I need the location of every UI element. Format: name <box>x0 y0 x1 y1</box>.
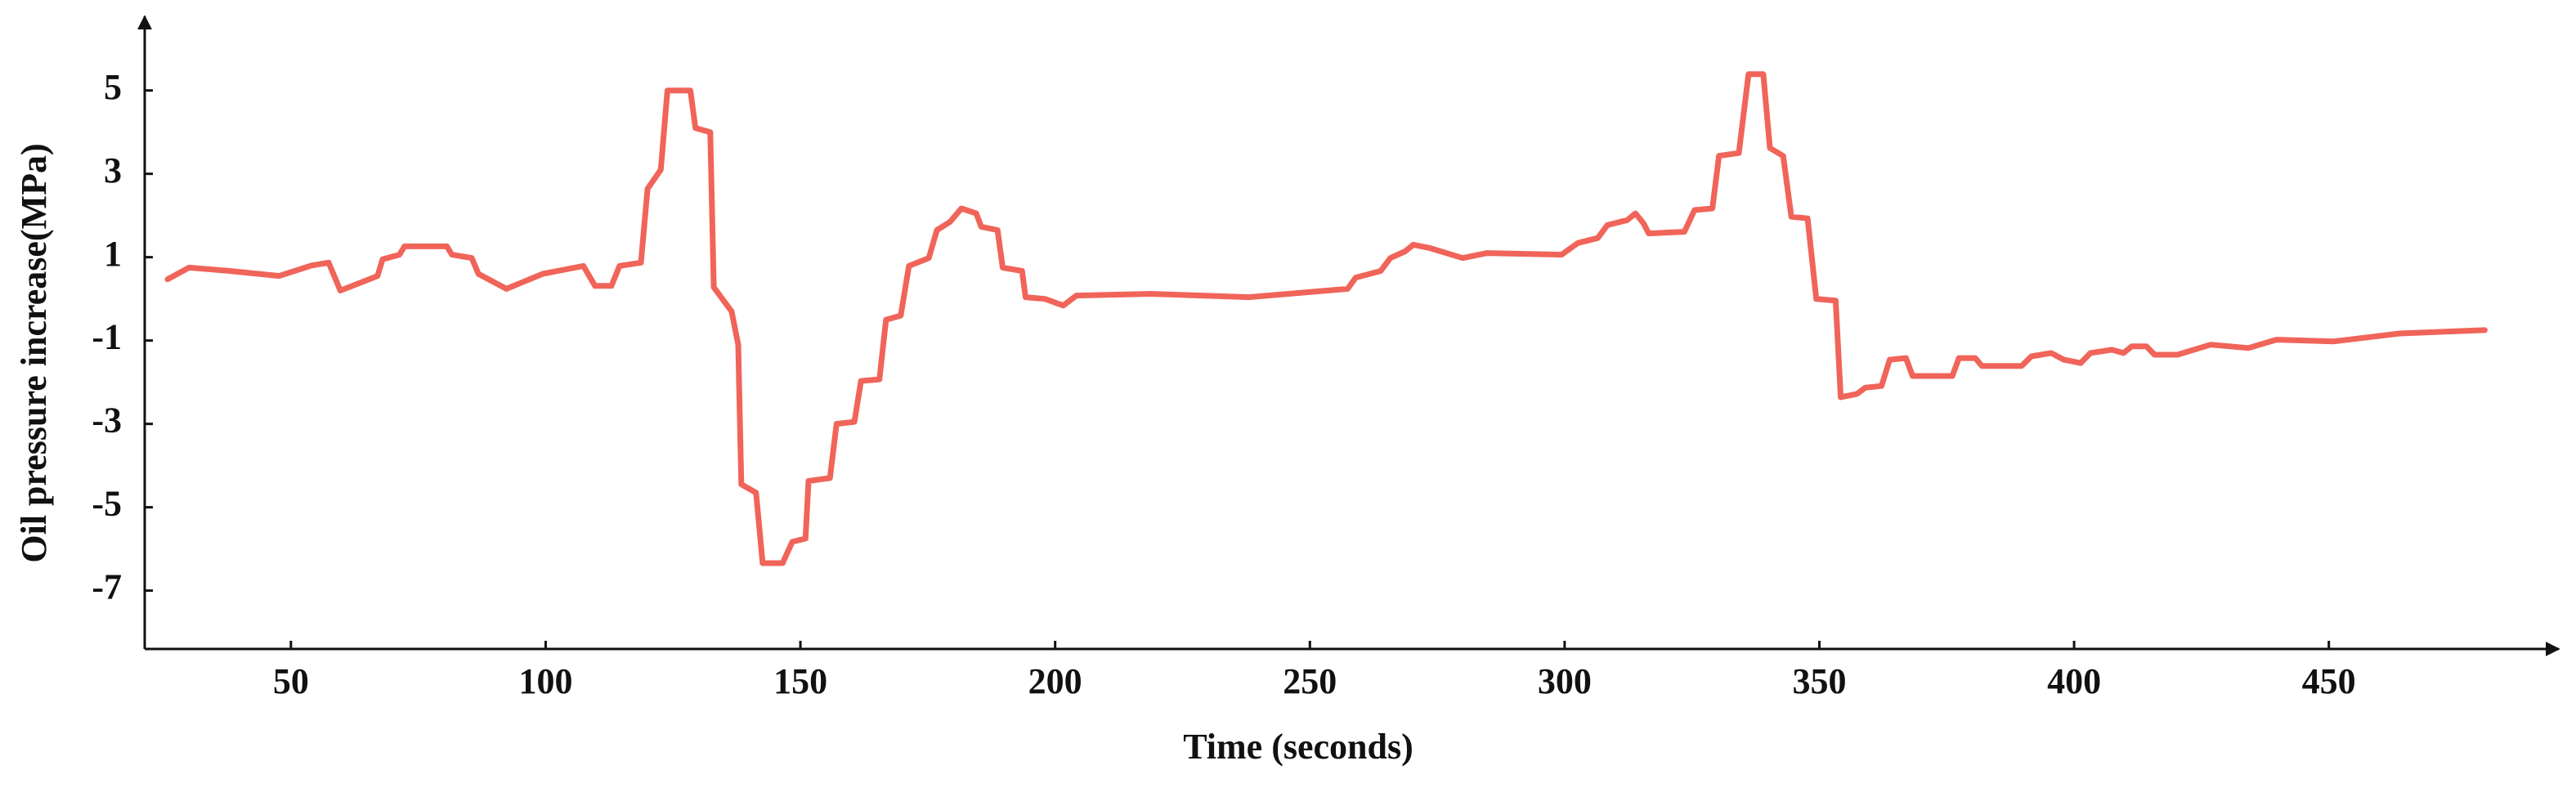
y-axis-title: Oil pressure increase(MPa) <box>14 143 54 562</box>
x-tick-label: 350 <box>1792 661 1846 701</box>
x-axis-title: Time (seconds) <box>1183 727 1413 767</box>
y-tick-label: -1 <box>92 317 122 357</box>
data-line <box>164 71 2488 566</box>
x-tick-label: 150 <box>773 661 827 701</box>
y-tick-label: -5 <box>92 484 122 524</box>
y-tick-label: 3 <box>104 150 122 190</box>
x-tick-label: 300 <box>1538 661 1592 701</box>
x-tick-label: 400 <box>2047 661 2101 701</box>
x-tick-label: 450 <box>2302 661 2356 701</box>
x-tick-label: 250 <box>1283 661 1337 701</box>
y-tick-label: -3 <box>92 400 122 441</box>
x-tick-label: 100 <box>518 661 572 701</box>
x-tick-label: 200 <box>1028 661 1082 701</box>
y-tick-label: 5 <box>104 67 122 107</box>
y-tick-label: -7 <box>92 567 122 607</box>
y-tick-label: 1 <box>104 234 122 274</box>
x-tick-label: 50 <box>273 661 309 701</box>
